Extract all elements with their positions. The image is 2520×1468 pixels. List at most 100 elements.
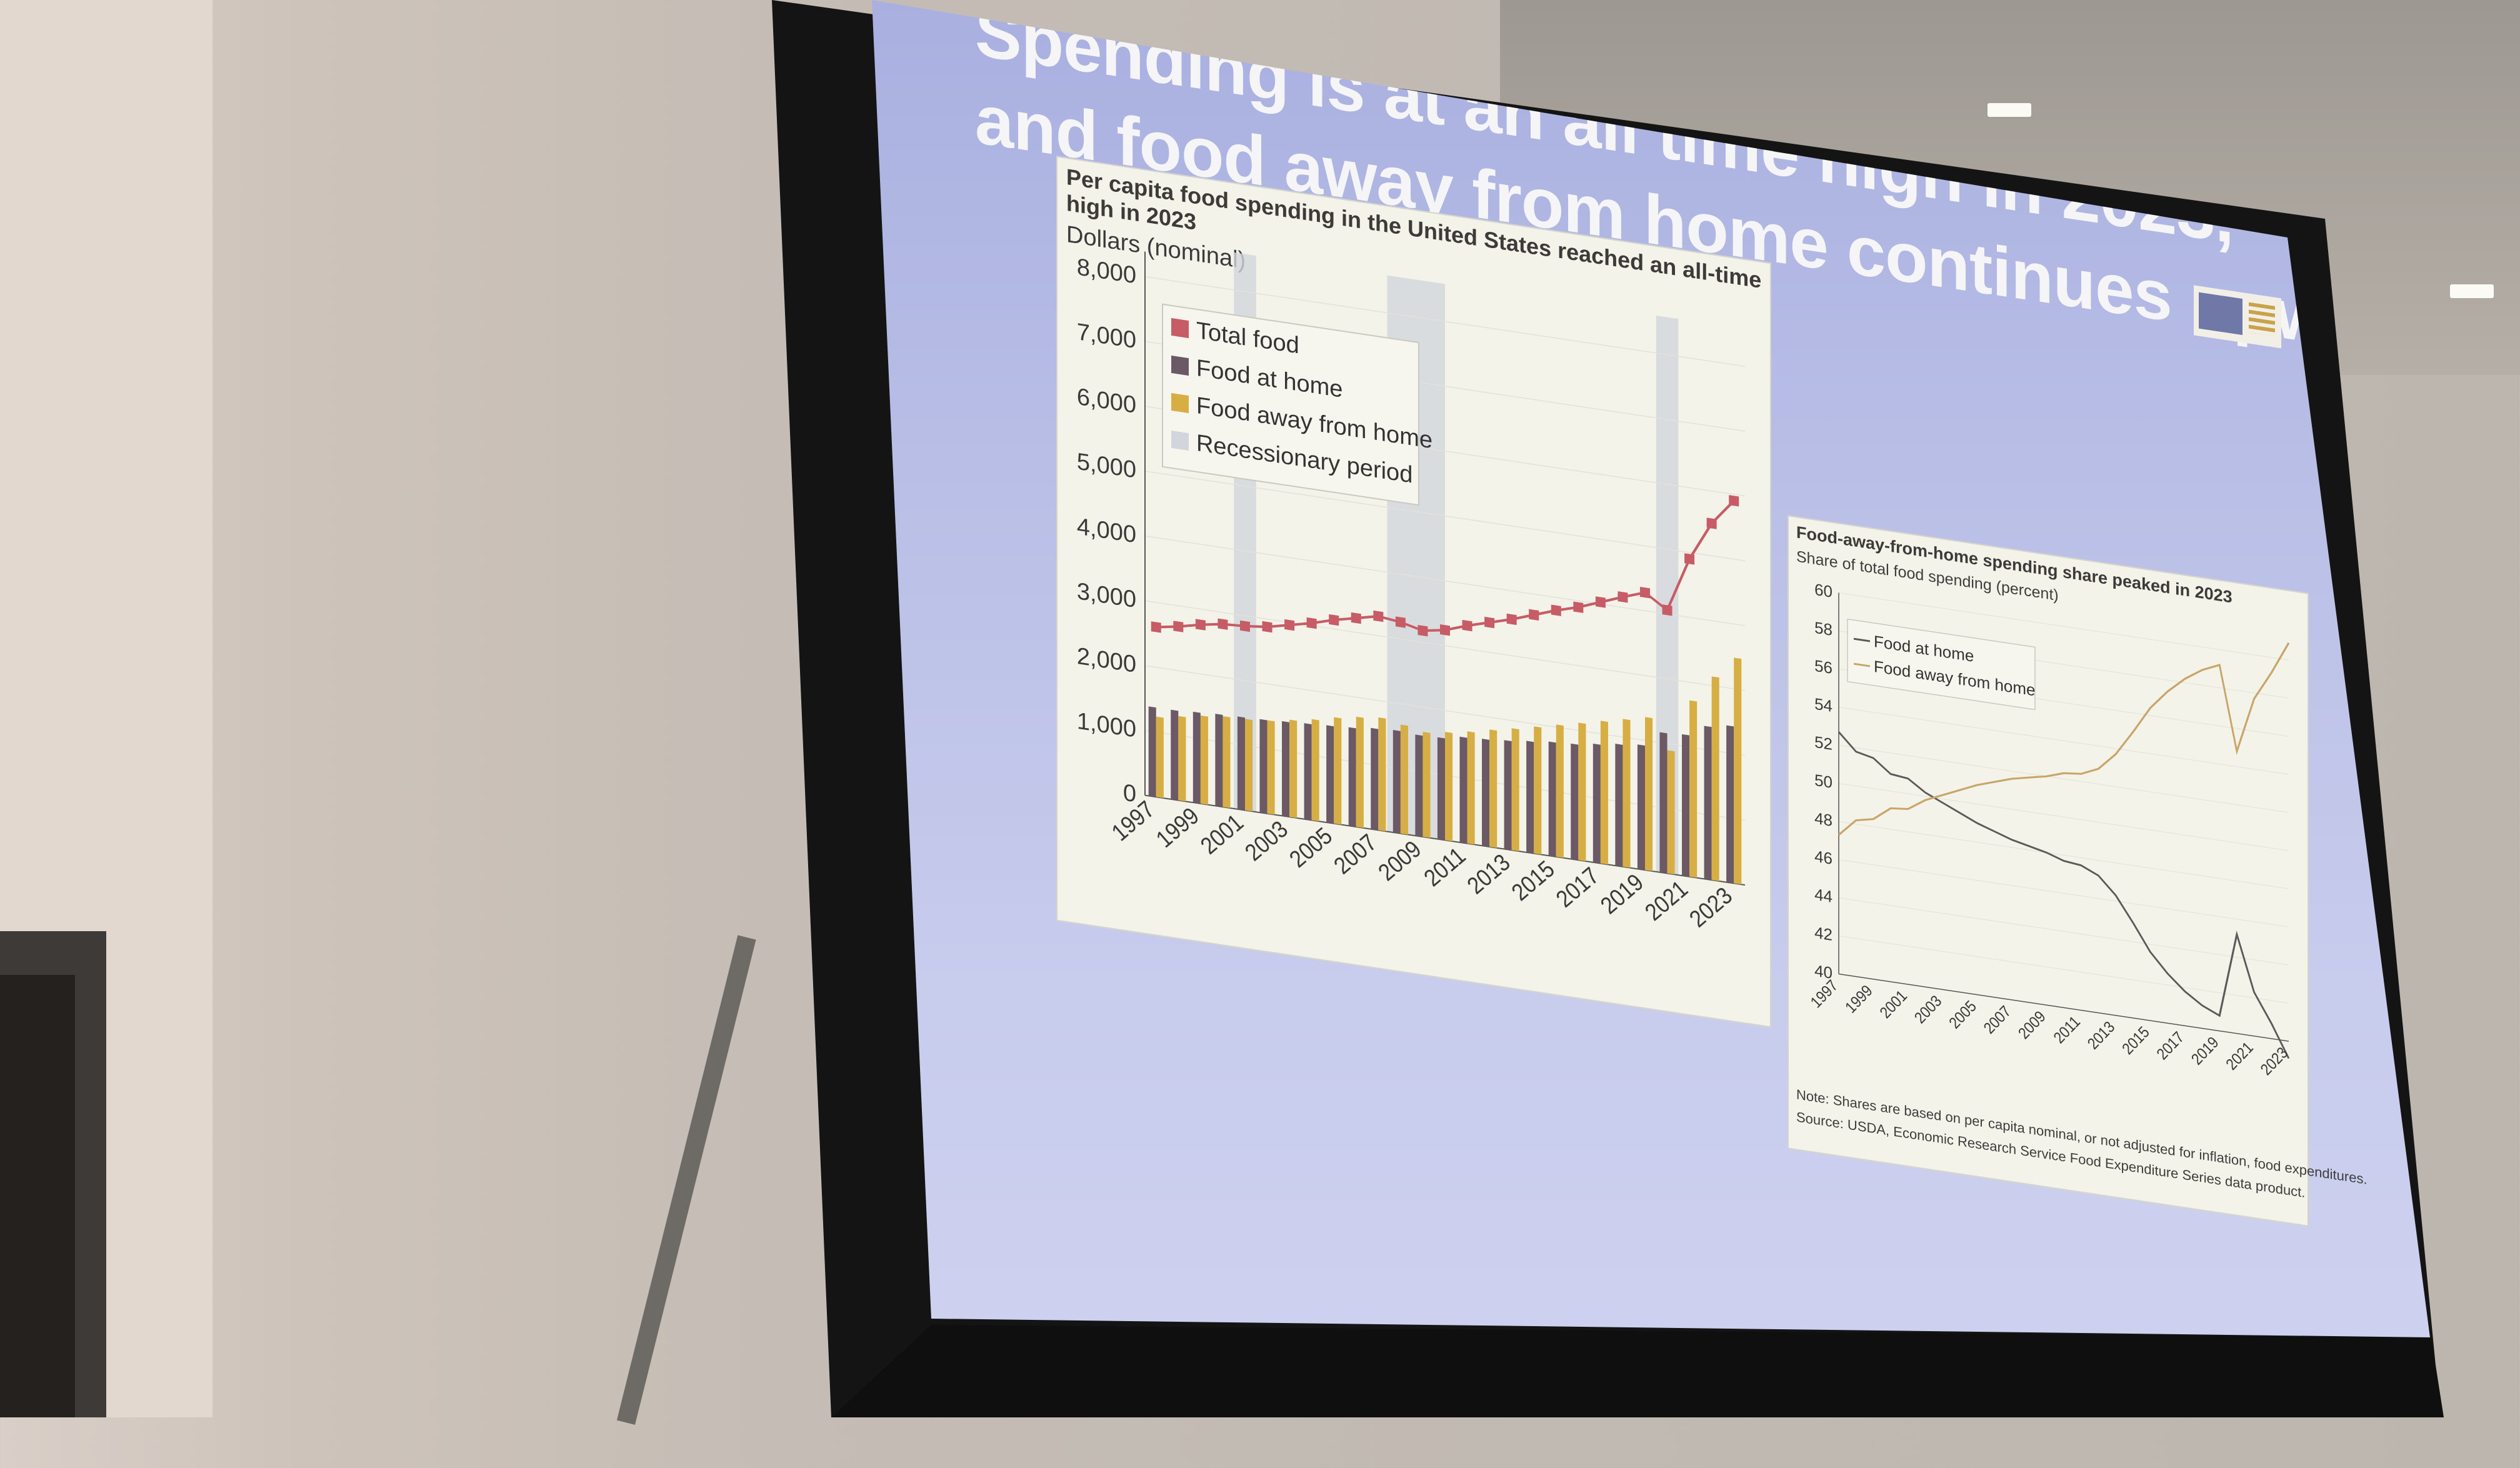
bar-food-at-home xyxy=(1704,726,1712,881)
x-tick-label: 2001 xyxy=(1195,809,1248,859)
x-tick-label: 2005 xyxy=(1284,822,1337,872)
point-total-food xyxy=(1573,601,1584,613)
x-tick-label: 2007 xyxy=(1329,829,1382,879)
bar-food-at-home xyxy=(1215,714,1223,807)
y-tick-label: 60 xyxy=(1814,580,1832,601)
point-total-food xyxy=(1551,604,1561,616)
bar-food-away xyxy=(1267,720,1275,815)
gridline xyxy=(1839,744,2289,813)
y-tick-label: 54 xyxy=(1814,694,1832,716)
y-tick-label: 1,000 xyxy=(1077,707,1136,743)
point-total-food xyxy=(1484,616,1495,629)
x-tick-label: 2003 xyxy=(1239,816,1292,866)
ceiling-light xyxy=(2450,284,2494,298)
slide: Spending is at an all time high in 2023,… xyxy=(975,0,2430,1337)
line-food-at-home-share xyxy=(1838,731,2290,1059)
logo-emblem xyxy=(2199,292,2242,336)
bar-food-away xyxy=(1534,726,1542,855)
bar-food-at-home xyxy=(1571,743,1579,861)
point-total-food xyxy=(1640,586,1650,599)
point-total-food xyxy=(1595,596,1606,608)
gridline xyxy=(1145,471,1745,562)
y-tick-label: 4,000 xyxy=(1077,513,1136,549)
bar-food-at-home xyxy=(1659,732,1668,874)
bar-food-away xyxy=(1289,719,1298,818)
bar-food-at-home xyxy=(1548,741,1556,857)
gridline xyxy=(1839,782,2289,851)
bar-food-at-home xyxy=(1504,740,1512,851)
bar-food-away xyxy=(1445,732,1453,842)
x-tick-label: 1999 xyxy=(1151,802,1204,852)
bar-food-at-home xyxy=(1526,741,1534,854)
x-tick-label: 2011 xyxy=(1419,842,1471,892)
bar-food-away xyxy=(1222,716,1231,809)
y-tick-label: 48 xyxy=(1814,809,1832,830)
bar-food-away xyxy=(1334,717,1342,825)
bar-food-at-home xyxy=(1259,719,1268,814)
x-tick-label: 2009 xyxy=(1373,835,1426,886)
gridline xyxy=(1145,535,1745,626)
legend-swatch xyxy=(1171,392,1189,414)
point-total-food xyxy=(1373,610,1384,622)
x-tick-label: 1997 xyxy=(1808,977,1842,1012)
point-total-food xyxy=(1218,618,1228,630)
y-tick-label: 2,000 xyxy=(1077,642,1136,678)
y-tick-label: 8,000 xyxy=(1077,254,1136,289)
y-tick-label: 7,000 xyxy=(1077,318,1136,354)
y-tick-label: 42 xyxy=(1814,923,1832,944)
y-tick-label: 6,000 xyxy=(1077,383,1136,419)
x-tick-label: 2019 xyxy=(1595,869,1648,919)
bar-food-away xyxy=(1645,717,1653,872)
gridline xyxy=(1839,821,2289,889)
x-tick-label: 2007 xyxy=(1981,1002,2015,1037)
legend-swatch xyxy=(1171,355,1189,376)
projection-screen: Spending is at an all time high in 2023,… xyxy=(872,0,2430,1337)
y-tick-label: 56 xyxy=(1814,656,1832,677)
gridline xyxy=(1145,276,1745,367)
y-tick-label: 40 xyxy=(1814,961,1832,982)
bar-food-at-home xyxy=(1392,730,1401,834)
bar-food-at-home xyxy=(1615,744,1623,867)
gridline xyxy=(1839,897,2289,966)
ceiling-light xyxy=(1988,103,2031,117)
gridline xyxy=(1839,706,2289,775)
point-total-food xyxy=(1195,619,1206,631)
bar-food-away xyxy=(1311,719,1319,822)
bar-food-away xyxy=(1467,731,1475,845)
point-total-food xyxy=(1529,609,1539,621)
point-total-food xyxy=(1662,604,1672,616)
point-total-food xyxy=(1418,624,1428,637)
bar-food-at-home xyxy=(1726,725,1734,884)
point-total-food xyxy=(1240,620,1250,632)
legend-box xyxy=(1847,618,2036,711)
bar-food-at-home xyxy=(1348,727,1356,827)
x-tick-label: 1997 xyxy=(1106,796,1159,846)
door-opening xyxy=(0,975,75,1417)
point-total-food xyxy=(1729,495,1739,507)
share-chart-panel: Food-away-from-home spending share peake… xyxy=(1788,515,2368,1227)
legend-swatch xyxy=(1171,317,1189,339)
bar-food-away xyxy=(1511,728,1519,852)
bar-food-at-home xyxy=(1459,736,1468,844)
bar-food-away xyxy=(1578,722,1586,862)
gridline xyxy=(1145,600,1745,691)
gridline xyxy=(1839,592,2289,661)
point-total-food xyxy=(1618,591,1628,603)
y-tick-label: 50 xyxy=(1814,771,1832,792)
point-total-food xyxy=(1306,617,1317,629)
bar-food-away xyxy=(1400,724,1408,835)
y-tick-label: 0 xyxy=(1123,779,1136,808)
y-tick-label: 52 xyxy=(1814,732,1832,754)
x-tick-label: 2009 xyxy=(2015,1007,2049,1042)
point-total-food xyxy=(1151,621,1161,633)
bar-food-away xyxy=(1378,717,1386,832)
x-tick-label: 2021 xyxy=(1639,875,1692,926)
bar-food-away xyxy=(1178,716,1186,802)
point-total-food xyxy=(1684,553,1695,565)
bar-food-away xyxy=(1711,676,1719,881)
logo-wordmark xyxy=(2249,302,2275,336)
point-total-food xyxy=(1351,612,1361,624)
bar-food-away xyxy=(1600,721,1608,865)
x-tick-label: 1999 xyxy=(1842,982,1876,1017)
x-tick-label: 2023 xyxy=(2258,1044,2292,1079)
